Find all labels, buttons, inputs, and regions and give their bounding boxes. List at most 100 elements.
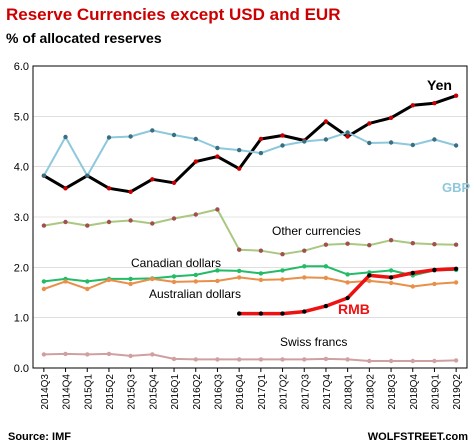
series-label-other-currencies: Other currencies xyxy=(272,224,361,238)
data-point-australian-dollars xyxy=(345,280,350,285)
data-point-gbp xyxy=(215,145,220,151)
data-point-gbp xyxy=(171,132,177,138)
x-tick-label: 2018Q2 xyxy=(365,374,376,410)
data-point-gbp xyxy=(367,140,372,146)
data-point-gbp xyxy=(193,136,198,142)
data-point-gbp xyxy=(41,173,47,178)
data-point-rmb xyxy=(323,303,329,309)
source-label: Source: IMF xyxy=(8,431,71,443)
data-point-other-currencies xyxy=(150,221,155,226)
data-point-gbp xyxy=(150,128,155,133)
chart-title: Reserve Currencies except USD and EUR xyxy=(6,5,340,24)
data-point-australian-dollars xyxy=(128,281,133,287)
data-point-yen xyxy=(410,103,415,108)
data-point-rmb xyxy=(280,311,285,316)
data-point-australian-dollars xyxy=(410,284,415,289)
data-point-gbp xyxy=(410,142,415,148)
data-point-swiss-francs xyxy=(432,358,437,364)
x-tick-label: 2018Q1 xyxy=(344,374,355,410)
data-point-swiss-francs xyxy=(128,353,133,359)
series-label-yen: Yen xyxy=(427,77,452,93)
data-point-rmb xyxy=(345,295,350,301)
data-point-rmb xyxy=(258,311,264,316)
data-point-swiss-francs xyxy=(367,358,372,364)
data-point-other-currencies xyxy=(215,207,220,212)
data-point-other-currencies xyxy=(63,219,68,225)
data-point-australian-dollars xyxy=(41,286,47,292)
data-point-swiss-francs xyxy=(63,351,68,357)
x-tick-label: 2017Q4 xyxy=(322,374,333,410)
data-point-yen xyxy=(453,93,459,98)
series-line-other-currencies xyxy=(43,208,457,256)
data-point-australian-dollars xyxy=(171,279,177,285)
data-point-gbp xyxy=(302,139,307,144)
data-point-yen xyxy=(367,121,372,126)
data-point-other-currencies xyxy=(367,243,372,248)
series-label-canadian-dollars: Canadian dollars xyxy=(131,256,221,270)
data-point-other-currencies xyxy=(345,241,350,246)
x-tick-label: 2015Q1 xyxy=(83,374,94,410)
data-point-australian-dollars xyxy=(258,277,264,283)
data-point-other-currencies xyxy=(432,242,437,247)
data-point-australian-dollars xyxy=(237,275,242,280)
y-tick-label: 1.0 xyxy=(14,313,29,325)
data-point-australian-dollars xyxy=(150,276,155,282)
series-line-swiss-francs xyxy=(43,352,457,362)
data-point-swiss-francs xyxy=(171,356,177,362)
data-point-yen xyxy=(280,133,285,138)
data-point-other-currencies xyxy=(171,216,177,221)
data-point-canadian-dollars xyxy=(193,272,198,278)
data-point-swiss-francs xyxy=(237,357,242,362)
data-point-yen xyxy=(106,186,112,191)
data-point-canadian-dollars xyxy=(388,268,394,273)
data-point-australian-dollars xyxy=(215,278,220,284)
data-point-swiss-francs xyxy=(193,357,198,362)
data-point-swiss-francs xyxy=(388,358,394,364)
data-point-rmb xyxy=(237,311,242,316)
data-point-swiss-francs xyxy=(215,357,220,362)
x-axis-ticks: 2014Q3 2014Q4 2015Q1 2015Q2 2015Q3 2015Q4 2016… xyxy=(40,374,463,410)
series-label-gbp: GBP xyxy=(442,180,471,195)
series-line-australian-dollars xyxy=(43,276,457,290)
x-tick-label: 2016Q2 xyxy=(192,374,203,410)
data-point-gbp xyxy=(85,173,90,178)
data-point-swiss-francs xyxy=(323,356,329,362)
data-point-australian-dollars xyxy=(453,280,459,285)
data-point-other-currencies xyxy=(410,241,415,246)
data-point-other-currencies xyxy=(453,242,459,247)
data-point-other-currencies xyxy=(41,223,47,228)
data-point-canadian-dollars xyxy=(215,268,220,273)
data-point-canadian-dollars xyxy=(258,271,264,276)
data-point-yen xyxy=(432,101,437,106)
data-point-gbp xyxy=(63,134,68,140)
data-point-other-currencies xyxy=(128,218,133,223)
data-point-yen xyxy=(215,154,220,159)
data-point-canadian-dollars xyxy=(323,264,329,269)
series-layer xyxy=(41,93,459,364)
data-point-yen xyxy=(323,119,329,124)
data-point-gbp xyxy=(280,143,285,148)
series-line-yen xyxy=(43,94,457,194)
data-point-other-currencies xyxy=(237,247,242,252)
data-point-australian-dollars xyxy=(388,280,394,286)
data-point-rmb xyxy=(388,275,394,280)
data-point-canadian-dollars xyxy=(237,268,242,274)
data-point-swiss-francs xyxy=(302,357,307,362)
data-point-canadian-dollars xyxy=(41,279,47,284)
data-point-other-currencies xyxy=(388,238,394,243)
data-point-canadian-dollars xyxy=(345,272,350,277)
y-tick-label: 0.0 xyxy=(14,363,29,375)
data-point-yen xyxy=(63,186,68,191)
data-point-australian-dollars xyxy=(323,275,329,281)
x-tick-label: 2019Q1 xyxy=(430,374,441,410)
series-line-gbp xyxy=(43,129,457,177)
x-tick-label: 2015Q2 xyxy=(105,374,116,410)
data-point-other-currencies xyxy=(106,219,112,225)
brand-label: WOLFSTREET.com xyxy=(368,431,468,443)
x-tick-label: 2014Q4 xyxy=(62,374,73,410)
y-tick-label: 6.0 xyxy=(14,61,29,73)
data-point-gbp xyxy=(453,143,459,148)
x-tick-label: 2017Q2 xyxy=(279,374,290,410)
data-point-rmb xyxy=(410,270,415,276)
data-point-yen xyxy=(237,166,242,171)
